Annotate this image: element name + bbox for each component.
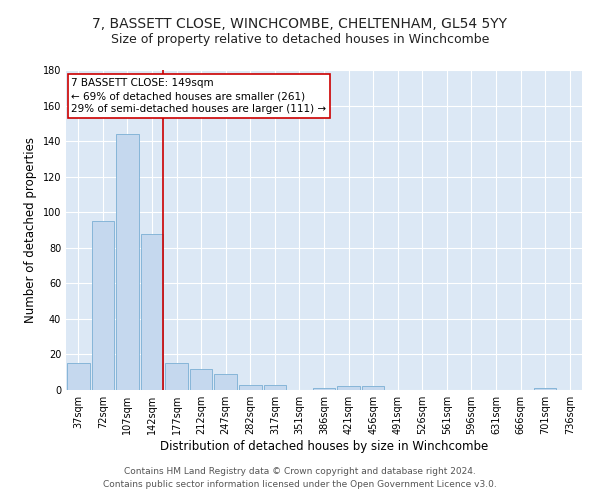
Bar <box>337 386 360 390</box>
Bar <box>140 234 163 390</box>
Y-axis label: Number of detached properties: Number of detached properties <box>24 137 37 323</box>
Text: 7 BASSETT CLOSE: 149sqm
← 69% of detached houses are smaller (261)
29% of semi-d: 7 BASSETT CLOSE: 149sqm ← 69% of detache… <box>71 78 326 114</box>
X-axis label: Distribution of detached houses by size in Winchcombe: Distribution of detached houses by size … <box>160 440 488 453</box>
Bar <box>67 364 89 390</box>
Bar <box>534 388 556 390</box>
Bar <box>239 384 262 390</box>
Bar <box>263 384 286 390</box>
Text: 7, BASSETT CLOSE, WINCHCOMBE, CHELTENHAM, GL54 5YY: 7, BASSETT CLOSE, WINCHCOMBE, CHELTENHAM… <box>92 18 508 32</box>
Bar <box>165 364 188 390</box>
Bar <box>92 221 114 390</box>
Bar <box>313 388 335 390</box>
Bar <box>214 374 237 390</box>
Text: Size of property relative to detached houses in Winchcombe: Size of property relative to detached ho… <box>111 32 489 46</box>
Bar <box>190 368 212 390</box>
Bar <box>362 386 385 390</box>
Text: Contains HM Land Registry data © Crown copyright and database right 2024.: Contains HM Land Registry data © Crown c… <box>124 467 476 476</box>
Bar <box>116 134 139 390</box>
Text: Contains public sector information licensed under the Open Government Licence v3: Contains public sector information licen… <box>103 480 497 489</box>
